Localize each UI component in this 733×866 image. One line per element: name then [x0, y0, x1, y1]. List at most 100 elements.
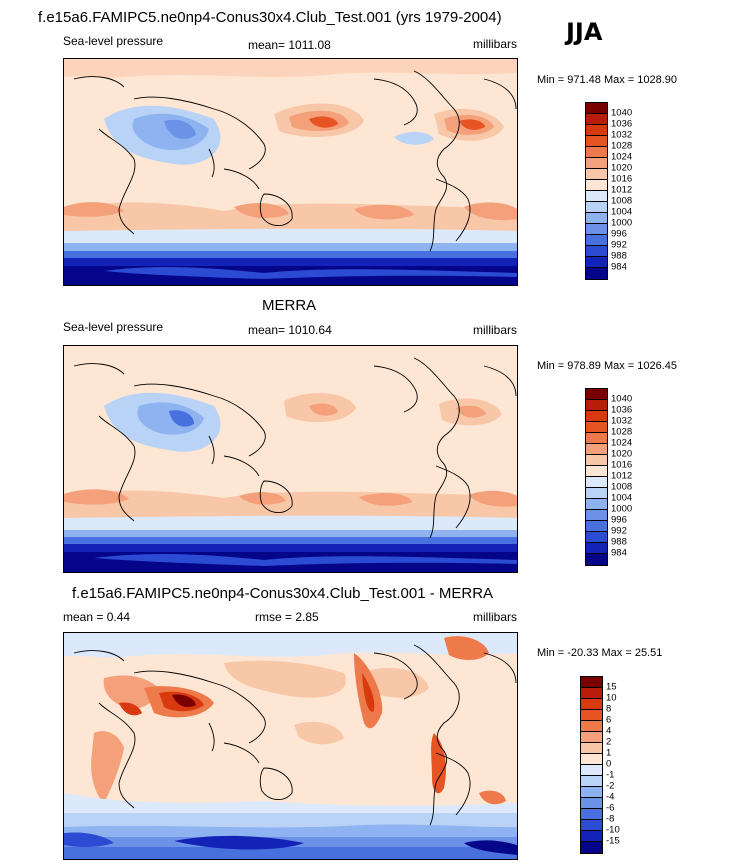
colorbar-tick-label: 992 — [611, 239, 627, 251]
colorbar-tick-label: 1020 — [611, 448, 633, 460]
panel1-colorbar — [585, 102, 608, 280]
colorbar-tick-label: 1020 — [611, 162, 633, 174]
colorbar-tick-label: 1 — [606, 747, 612, 759]
colorbar-tick-label: 1016 — [611, 459, 633, 471]
colorbar-swatch — [586, 499, 607, 510]
panel1-mean-label: mean= 1011.08 — [248, 38, 331, 52]
colorbar-swatch — [586, 169, 607, 180]
colorbar-swatch — [586, 389, 607, 400]
panel3-units-label: millibars — [473, 610, 518, 624]
colorbar-swatch — [586, 455, 607, 466]
colorbar-swatch — [586, 213, 607, 224]
colorbar-tick-label: 1040 — [611, 107, 633, 119]
colorbar-tick-label: 6 — [606, 714, 612, 726]
colorbar-tick-label: 1012 — [611, 184, 633, 196]
colorbar-tick-label: 996 — [611, 228, 627, 240]
colorbar-swatch — [586, 532, 607, 543]
colorbar-tick-label: -6 — [606, 802, 615, 814]
colorbar-tick-label: 10 — [606, 692, 617, 704]
colorbar-swatch — [586, 103, 607, 114]
panel3-minmax: Min = -20.33 Max = 25.51 — [537, 647, 663, 659]
panel2-map-svg — [64, 346, 517, 572]
colorbar-tick-label: 15 — [606, 681, 617, 693]
colorbar-swatch — [581, 754, 602, 765]
colorbar-tick-label: -10 — [606, 824, 620, 836]
colorbar-swatch — [586, 466, 607, 477]
colorbar-tick-label: 8 — [606, 703, 612, 715]
colorbar-tick-label: 1028 — [611, 140, 633, 152]
colorbar-tick-label: 1024 — [611, 151, 633, 163]
colorbar-tick-label: 0 — [606, 758, 612, 770]
colorbar-swatch — [581, 776, 602, 787]
colorbar-swatch — [586, 488, 607, 499]
colorbar-tick-label: 1036 — [611, 118, 633, 130]
panel1-title: f.e15a6.FAMIPC5.ne0np4-Conus30x4.Club_Te… — [38, 9, 502, 26]
colorbar-swatch — [581, 765, 602, 776]
colorbar-tick-label: 1008 — [611, 481, 633, 493]
panel3-map — [63, 632, 518, 860]
panel3-rmse-label: rmse = 2.85 — [255, 610, 319, 624]
colorbar-tick-label: 1004 — [611, 206, 633, 218]
colorbar-tick-label: 4 — [606, 725, 612, 737]
colorbar-tick-label: -2 — [606, 780, 615, 792]
colorbar-swatch — [581, 787, 602, 798]
panel2-mean-label: mean= 1010.64 — [248, 323, 332, 337]
colorbar-swatch — [586, 411, 607, 422]
colorbar-swatch — [581, 677, 602, 688]
colorbar-tick-label: 1016 — [611, 173, 633, 185]
panel3-mean-label: mean = 0.44 — [63, 610, 131, 624]
colorbar-swatch — [586, 477, 607, 488]
season-label: JJA — [566, 18, 603, 46]
panel3-title: f.e15a6.FAMIPC5.ne0np4-Conus30x4.Club_Te… — [72, 585, 494, 602]
colorbar-swatch — [586, 444, 607, 455]
panel2-units-label: millibars — [473, 323, 518, 337]
panel1-minmax: Min = 971.48 Max = 1028.90 — [537, 74, 678, 86]
colorbar-tick-label: 2 — [606, 736, 612, 748]
colorbar-tick-label: 988 — [611, 536, 627, 548]
colorbar-swatch — [581, 831, 602, 842]
colorbar-swatch — [581, 699, 602, 710]
colorbar-swatch — [586, 400, 607, 411]
panel2-title: MERRA — [262, 297, 317, 314]
colorbar-swatch — [586, 147, 607, 158]
colorbar-tick-label: -15 — [606, 835, 620, 847]
colorbar-swatch — [581, 798, 602, 809]
colorbar-tick-label: -4 — [606, 791, 615, 803]
colorbar-tick-label: 1000 — [611, 217, 633, 229]
colorbar-tick-label: -8 — [606, 813, 615, 825]
colorbar-tick-label: 984 — [611, 261, 627, 273]
colorbar-tick-label: 1028 — [611, 426, 633, 438]
colorbar-swatch — [586, 191, 607, 202]
colorbar-swatch — [581, 809, 602, 820]
colorbar-swatch — [586, 521, 607, 532]
colorbar-swatch — [581, 710, 602, 721]
colorbar-swatch — [581, 688, 602, 699]
panel2-variable-label: Sea-level pressure — [63, 320, 164, 334]
colorbar-tick-label: 1024 — [611, 437, 633, 449]
colorbar-tick-label: 1032 — [611, 415, 633, 427]
colorbar-swatch — [586, 125, 607, 136]
colorbar-swatch — [586, 268, 607, 279]
panel1-map — [63, 58, 518, 286]
colorbar-swatch — [586, 257, 607, 268]
panel3-colorbar — [580, 676, 603, 854]
colorbar-swatch — [581, 820, 602, 831]
colorbar-swatch — [581, 721, 602, 732]
colorbar-swatch — [581, 743, 602, 754]
colorbar-tick-label: 996 — [611, 514, 627, 526]
colorbar-swatch — [586, 235, 607, 246]
colorbar-tick-label: 984 — [611, 547, 627, 559]
colorbar-swatch — [581, 842, 602, 853]
colorbar-swatch — [586, 543, 607, 554]
colorbar-swatch — [586, 180, 607, 191]
colorbar-swatch — [581, 732, 602, 743]
colorbar-swatch — [586, 554, 607, 565]
colorbar-tick-label: 1032 — [611, 129, 633, 141]
colorbar-tick-label: 1012 — [611, 470, 633, 482]
colorbar-tick-label: 1008 — [611, 195, 633, 207]
colorbar-tick-label: 988 — [611, 250, 627, 262]
colorbar-swatch — [586, 114, 607, 125]
colorbar-tick-label: 1000 — [611, 503, 633, 515]
panel1-variable-label: Sea-level pressure — [63, 34, 164, 48]
panel2-colorbar — [585, 388, 608, 566]
